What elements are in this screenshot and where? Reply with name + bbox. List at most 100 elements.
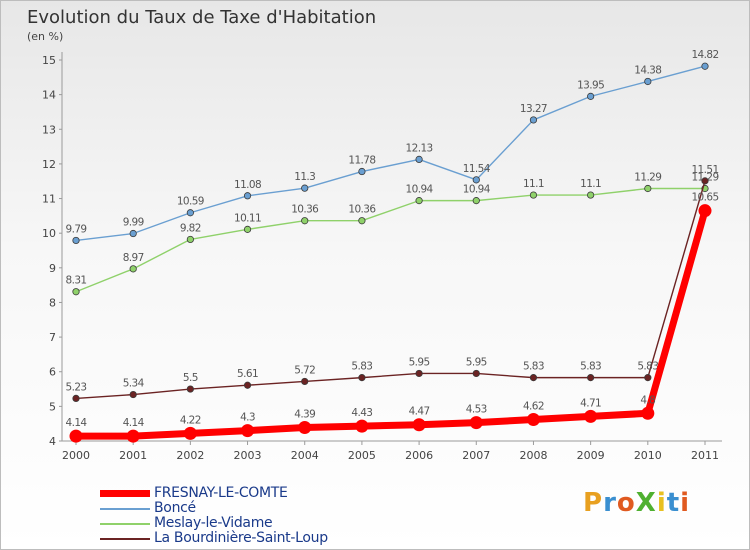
data-point: [301, 377, 309, 386]
data-point: [358, 374, 366, 382]
x-tick-label: 2000: [62, 449, 90, 462]
data-label: 4.71: [580, 397, 601, 409]
legend-label: FRESNAY-LE-COMTE: [154, 485, 288, 501]
data-point: [129, 390, 137, 399]
data-label: 11.78: [348, 155, 375, 167]
data-label: 4.43: [351, 407, 372, 419]
data-label: 10.36: [348, 204, 376, 216]
y-tick-label: 12: [42, 158, 56, 171]
data-point: [241, 424, 255, 438]
data-point: [243, 192, 252, 200]
x-tick-label: 2009: [577, 449, 605, 462]
x-tick-label: 2008: [519, 449, 547, 462]
data-label: 5.83: [523, 361, 544, 373]
data-point: [129, 265, 137, 273]
y-tick-label: 5: [49, 400, 56, 413]
data-label: 5.95: [409, 356, 430, 368]
x-tick-label: 2004: [291, 449, 319, 462]
data-label: 5.61: [237, 368, 258, 380]
data-point: [358, 217, 366, 225]
data-label: 11.54: [463, 163, 491, 175]
logo-letter: o: [616, 488, 636, 518]
data-point: [243, 381, 252, 389]
y-tick-label: 6: [49, 366, 56, 379]
series-meslay-le-vidame: 8.31 8.97 9.82 10.11 10.36 10.36 10.94 10.94 11.…: [66, 172, 719, 296]
x-tick-label: 2003: [234, 449, 262, 462]
data-point: [529, 116, 538, 124]
data-label: 9.82: [180, 222, 201, 234]
logo-letter: t: [666, 488, 681, 518]
series-line: [75, 65, 706, 242]
data-label: 13.27: [520, 103, 547, 115]
data-label: 10.94: [463, 184, 491, 196]
y-tick-label: 4: [49, 435, 56, 448]
data-label: 11.1: [523, 178, 544, 190]
y-tick-label: 14: [42, 89, 56, 102]
x-tick-label: 2002: [176, 449, 204, 462]
data-label: 10.94: [406, 184, 434, 196]
data-point: [641, 406, 655, 420]
series-line: [75, 187, 706, 293]
data-point: [72, 288, 80, 296]
x-tick-label: 2005: [348, 449, 376, 462]
data-point: [587, 374, 595, 382]
series-line: [75, 180, 706, 400]
y-tick-label: 11: [42, 193, 56, 206]
data-label: 12.13: [406, 142, 433, 154]
data-label: 5.95: [466, 356, 487, 368]
series-la-bourdiniere-saint-loup: 5.23 5.34 5.5 5.61 5.72 5.83 5.95 5.95 5.83 5.83 5…: [66, 164, 719, 402]
data-label: 10.65: [691, 192, 718, 204]
unit-label: (en %): [27, 30, 64, 43]
legend-swatch: [100, 523, 150, 525]
data-point: [129, 229, 137, 238]
data-point: [526, 413, 540, 427]
data-label: 5.83: [637, 361, 658, 373]
chart-title: Evolution du Taux de Taxe d'Habitation: [27, 7, 377, 28]
data-point: [587, 191, 595, 199]
data-point: [644, 184, 652, 193]
data-point: [415, 197, 423, 205]
data-point: [72, 394, 80, 402]
data-label: 4.47: [409, 406, 430, 418]
data-label: 11.3: [294, 171, 315, 183]
data-label: 9.79: [66, 223, 87, 235]
data-label: 5.83: [580, 361, 601, 373]
data-point: [644, 374, 652, 382]
proxiti-logo: ProXiti: [583, 488, 690, 518]
y-tick-label: 8: [49, 296, 56, 309]
data-label: 5.72: [294, 364, 315, 376]
data-point: [529, 374, 538, 382]
data-label: 11.51: [691, 164, 718, 176]
y-tick-label: 7: [49, 331, 56, 344]
series-line: [72, 207, 709, 440]
data-point: [469, 416, 483, 430]
data-label: 5.34: [123, 378, 145, 390]
logo-letter: i: [680, 488, 691, 518]
y-tick-label: 15: [42, 54, 56, 67]
data-label: 4.14: [123, 417, 145, 429]
y-tick-label: 9: [49, 262, 56, 275]
x-tick-label: 2001: [119, 449, 147, 462]
data-label: 4.3: [240, 412, 255, 424]
data-point: [472, 369, 480, 378]
series-bonce: 9.79 9.99 10.59 11.08 11.3 11.78 12.13 11.54 13.…: [66, 49, 719, 245]
data-label: 9.99: [123, 217, 144, 229]
logo-letter: P: [583, 488, 604, 518]
data-label: 8.97: [123, 252, 144, 264]
legend-label: Meslay-le-Vidame: [154, 515, 273, 531]
data-point: [644, 77, 652, 86]
data-point: [355, 419, 369, 433]
data-point: [126, 429, 140, 443]
data-label: 11.1: [580, 178, 601, 190]
data-point: [701, 62, 709, 70]
data-point: [186, 209, 194, 217]
data-label: 10.11: [234, 212, 261, 224]
legend-swatch: [100, 490, 150, 497]
data-label: 5.23: [66, 381, 87, 393]
legend-swatch: [100, 508, 150, 510]
data-point: [584, 409, 598, 423]
logo-letter: X: [635, 488, 657, 518]
x-tick-label: 2006: [405, 449, 433, 462]
